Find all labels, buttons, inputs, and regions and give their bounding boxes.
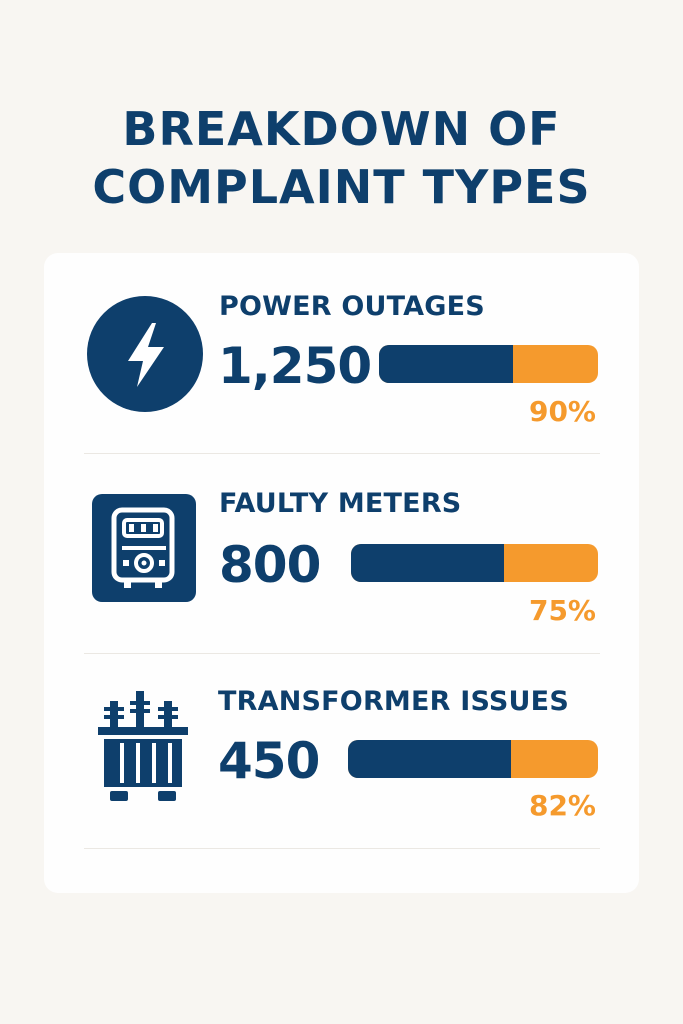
row-divider bbox=[84, 453, 600, 454]
complaint-label: TRANSFORMER ISSUES bbox=[218, 686, 569, 717]
row-divider bbox=[84, 848, 600, 849]
complaint-row-faulty-meters: FAULTY METERS 800 75% bbox=[44, 454, 639, 654]
title-line-1: BREAKDOWN OF bbox=[122, 102, 561, 156]
lightning-bolt-icon bbox=[86, 295, 204, 413]
transformer-icon bbox=[98, 687, 192, 803]
complaint-percent: 82% bbox=[528, 789, 596, 822]
progress-bar-fill bbox=[348, 740, 511, 778]
progress-bar-fill bbox=[351, 544, 505, 582]
electric-meter-icon bbox=[92, 494, 196, 602]
complaint-label: POWER OUTAGES bbox=[219, 291, 485, 322]
complaint-row-transformer-issues: TRANSFORMER ISSUES 450 82% bbox=[44, 653, 639, 849]
complaint-percent: 90% bbox=[528, 395, 596, 428]
complaint-card: POWER OUTAGES 1,250 90% bbox=[44, 253, 639, 893]
progress-bar bbox=[379, 345, 598, 383]
progress-bar bbox=[348, 740, 598, 778]
complaint-label: FAULTY METERS bbox=[219, 488, 462, 519]
progress-bar bbox=[351, 544, 598, 582]
complaint-count: 1,250 bbox=[218, 337, 372, 395]
complaint-row-power-outages: POWER OUTAGES 1,250 90% bbox=[44, 253, 639, 454]
complaint-count: 450 bbox=[218, 732, 320, 790]
page-title: BREAKDOWN OF COMPLAINT TYPES bbox=[0, 100, 683, 216]
title-line-2: COMPLAINT TYPES bbox=[92, 160, 591, 214]
progress-bar-fill bbox=[379, 345, 513, 383]
complaint-count: 800 bbox=[219, 536, 321, 594]
complaint-percent: 75% bbox=[528, 594, 596, 627]
row-divider bbox=[84, 653, 600, 654]
